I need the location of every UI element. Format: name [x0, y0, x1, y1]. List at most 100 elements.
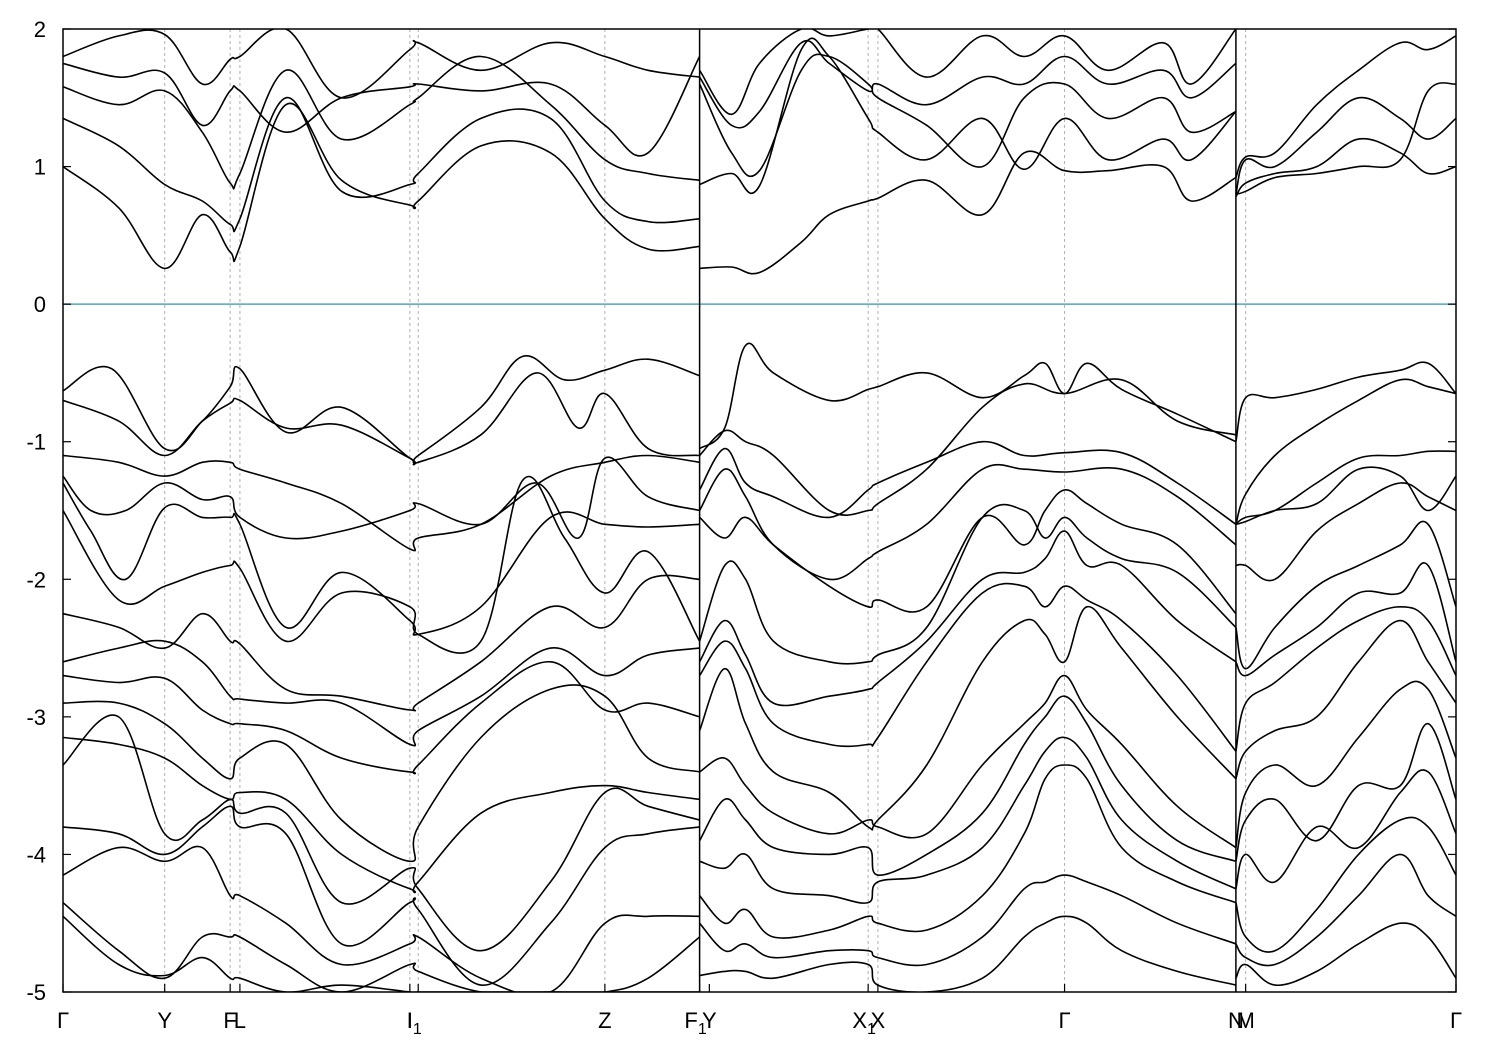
band-23: [698, 53, 1237, 178]
y-tick-label-5: 0: [34, 292, 46, 317]
y-tick-label-7: 2: [34, 17, 46, 42]
plot-frame: [62, 28, 1457, 993]
band-10: [63, 476, 701, 654]
band-41: [1235, 35, 1456, 178]
kpoint-label-text-12: N: [1228, 1008, 1244, 1033]
kpoint-label-text-13: M: [1236, 1008, 1254, 1033]
band-27: [699, 378, 1237, 516]
y-axis-ticks: -5 -4 -3 -2 -1 0 1 2: [26, 17, 1456, 1005]
kpoint-label-12: N: [1228, 1008, 1244, 1033]
kpoint-label-13: M: [1236, 1008, 1254, 1033]
band-47: [1235, 450, 1456, 525]
band-38: [698, 764, 1237, 939]
band-21: [699, 150, 1237, 275]
band-42: [1235, 96, 1456, 195]
band-32: [698, 530, 1237, 707]
kpoint-label-text-11: Γ: [1059, 1008, 1071, 1033]
kpoint-label-text-7: F: [684, 1008, 697, 1033]
band-39: [698, 874, 1237, 967]
y-tick-label-1: -4: [26, 842, 46, 867]
band-19: [63, 901, 701, 992]
kpoint-label-sub-5: 1: [413, 1021, 422, 1038]
band-34: [698, 605, 1237, 831]
band-55: [1235, 722, 1456, 862]
band-26: [699, 342, 1237, 450]
band-5: [63, 355, 700, 465]
band-43: [1235, 137, 1456, 198]
kpoint-label-text-14: Γ: [1450, 1008, 1462, 1033]
kpoint-label-6: Z: [598, 1008, 611, 1033]
band-48: [1235, 466, 1456, 526]
band-20: [63, 915, 700, 992]
kpoint-label-3: L: [234, 1008, 246, 1033]
y-tick-label-0: -5: [26, 980, 46, 1005]
band-6: [63, 372, 700, 466]
band-52: [1235, 605, 1456, 752]
kpoint-label-text-0: Γ: [57, 1008, 69, 1033]
band-36: [698, 695, 1237, 876]
band-44: [1235, 82, 1456, 195]
band-33: [698, 582, 1237, 752]
band-lines: [63, 29, 1456, 992]
kpoint-label-sub-7: 1: [698, 1021, 707, 1038]
band-58: [1235, 853, 1456, 967]
band-2: [63, 55, 700, 190]
band-57: [1235, 816, 1456, 953]
band-1: [63, 96, 700, 233]
band-53: [1235, 619, 1456, 780]
band-56: [1235, 769, 1456, 890]
kpoint-label-0: Γ: [57, 1008, 69, 1033]
kpoint-label-text-10: X: [871, 1008, 886, 1033]
kpoint-label-text-1: Y: [157, 1008, 172, 1033]
band-15: [63, 736, 700, 894]
band-59: [1235, 922, 1456, 986]
grid-lines: [164, 29, 1247, 992]
kpoint-label-4: I: [407, 1008, 413, 1033]
band-8: [63, 456, 700, 540]
kpoint-label-8: Y: [702, 1008, 717, 1033]
kpoint-label-text-3: L: [234, 1008, 246, 1033]
kpoint-label-1: Y: [157, 1008, 172, 1033]
kpoint-label-14: Γ: [1450, 1008, 1462, 1033]
band-22: [699, 37, 1237, 195]
band-51: [1235, 562, 1456, 677]
band-50: [1235, 520, 1456, 670]
x-axis-ticks: Γ Y FL II1 Z F1Y X1X Γ NM Γ: [57, 984, 1462, 1038]
band-46: [1235, 378, 1456, 525]
kpoint-label-11: Γ: [1059, 1008, 1071, 1033]
segment-breaks: [698, 29, 1237, 992]
band-40: [699, 915, 1237, 992]
kpoint-label-text-9: X: [852, 1008, 867, 1033]
band-29: [698, 463, 1237, 581]
band-16: [63, 714, 700, 952]
band-0: [63, 102, 700, 270]
band-31: [698, 503, 1237, 665]
band-4: [63, 29, 700, 99]
y-tick-label-6: 1: [34, 155, 46, 180]
kpoint-label-text-2: F: [223, 1008, 236, 1033]
band-45: [1235, 361, 1456, 442]
band-49: [1235, 482, 1456, 582]
band-54: [1235, 680, 1456, 848]
band-25: [698, 29, 1237, 116]
kpoint-label-text-4: I: [407, 1008, 413, 1033]
kpoint-label-sub-9: 1: [867, 1021, 876, 1038]
band-3: [63, 56, 701, 157]
kpoint-label-9: X1: [852, 1008, 876, 1038]
band-12: [63, 639, 700, 747]
band-9: [63, 482, 700, 636]
band-17: [63, 805, 700, 986]
band-24: [698, 40, 1237, 129]
band-37: [699, 736, 1237, 904]
kpoint-label-text-8: Y: [702, 1008, 717, 1033]
kpoint-label-7: F1: [684, 1008, 706, 1038]
y-tick-label-2: -3: [26, 705, 46, 730]
band-30: [699, 489, 1237, 615]
kpoint-label-10: X: [871, 1008, 886, 1033]
band-18: [63, 845, 700, 992]
band-28: [698, 440, 1237, 525]
kpoint-label-5: I1: [407, 1008, 422, 1038]
band-13: [63, 660, 700, 775]
kpoint-label-text-5: I: [407, 1008, 413, 1033]
